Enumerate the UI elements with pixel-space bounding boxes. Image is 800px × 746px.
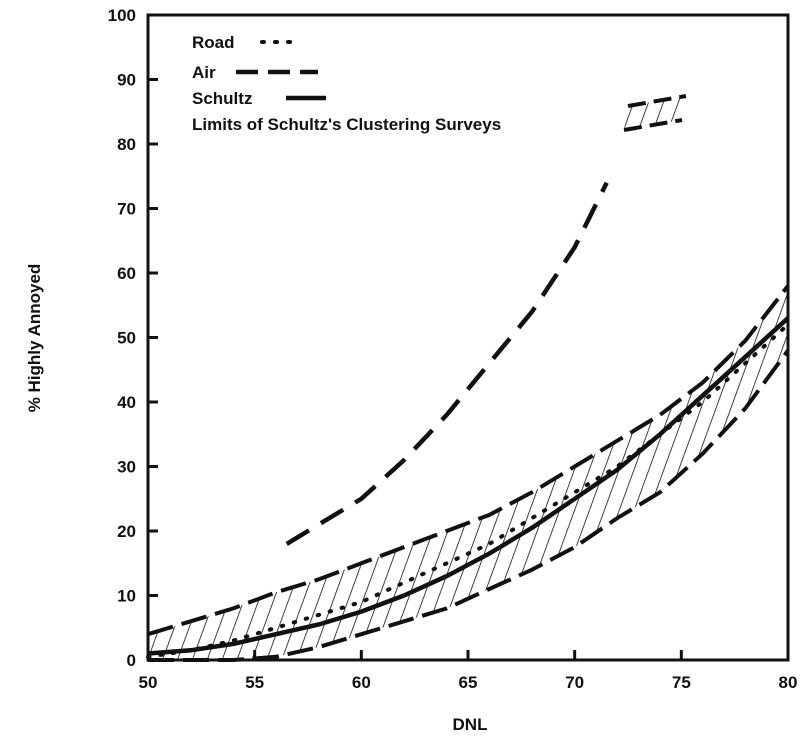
legend-item-road: Road	[192, 33, 302, 52]
series-layer	[146, 181, 790, 659]
x-tick-label-75: 75	[672, 673, 691, 692]
y-tick-label-50: 50	[117, 329, 136, 348]
series-line-road	[146, 322, 790, 659]
y-tick-label-100: 100	[108, 6, 136, 25]
x-axis: 50 55 60 65 70 75 80	[139, 650, 798, 692]
clustering-limits-band-layer	[147, 284, 790, 662]
legend-label-clustering-limits: Limits of Schultz's Clustering Surveys	[192, 115, 501, 134]
y-tick-label-10: 10	[117, 587, 136, 606]
y-tick-label-40: 40	[117, 393, 136, 412]
x-tick-label-50: 50	[139, 673, 158, 692]
clustering-limits-upper-edge	[147, 284, 790, 637]
x-axis-title: DNL	[453, 715, 488, 734]
y-tick-label-90: 90	[117, 71, 136, 90]
y-tick-label-20: 20	[117, 522, 136, 541]
series-line-schultz	[147, 316, 790, 656]
legend: Road Air Schultz Limits of Schultz's Clu…	[192, 33, 687, 134]
x-tick-label-80: 80	[779, 673, 798, 692]
y-axis: 0 10 20 30 40 50 60 70 80 90 100	[108, 6, 158, 670]
y-tick-label-0: 0	[127, 651, 136, 670]
x-tick-label-60: 60	[352, 673, 371, 692]
legend-label-road: Road	[192, 33, 235, 52]
y-tick-label-70: 70	[117, 200, 136, 219]
y-tick-label-80: 80	[117, 135, 136, 154]
series-line-air	[285, 181, 609, 546]
legend-swatch-clustering-limits	[623, 94, 687, 132]
x-tick-label-65: 65	[459, 673, 478, 692]
legend-label-schultz: Schultz	[192, 89, 252, 108]
y-axis-title: % Highly Annoyed	[25, 264, 44, 413]
x-tick-label-70: 70	[565, 673, 584, 692]
legend-item-air: Air	[192, 63, 318, 82]
legend-item-clustering-limits: Limits of Schultz's Clustering Surveys	[192, 94, 687, 134]
x-tick-label-55: 55	[245, 673, 264, 692]
legend-item-schultz: Schultz	[192, 89, 326, 108]
y-tick-label-30: 30	[117, 458, 136, 477]
y-tick-label-60: 60	[117, 264, 136, 283]
clustering-limits-band	[148, 285, 788, 660]
legend-label-air: Air	[192, 63, 216, 82]
